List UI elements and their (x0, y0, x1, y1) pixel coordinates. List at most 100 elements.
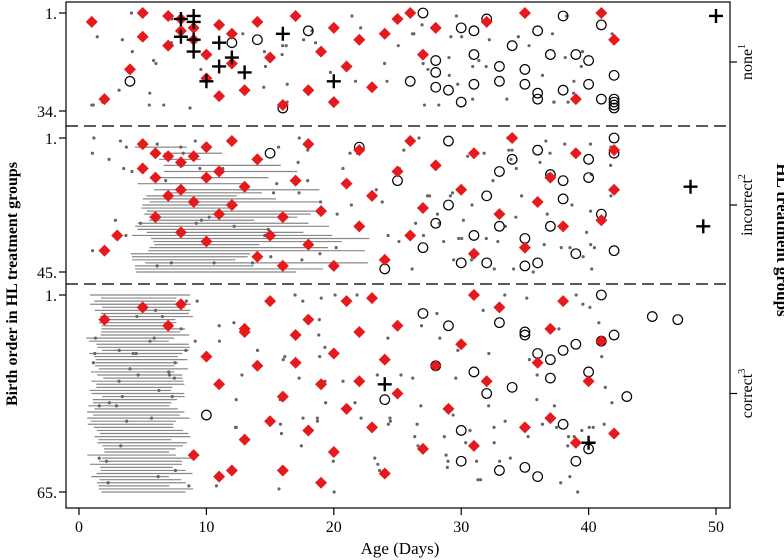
observation-dot (297, 376, 301, 380)
diamond-point (302, 313, 315, 326)
diamond-point (149, 171, 162, 184)
diamond-point (213, 378, 226, 391)
observation-dot (136, 373, 140, 377)
observation-dot (331, 459, 335, 463)
circle-point (494, 220, 505, 232)
dividers-layer (66, 125, 730, 285)
diamond-point (327, 347, 340, 360)
diamond-point (544, 171, 557, 184)
diamond-point (289, 329, 302, 342)
observation-dot (173, 361, 177, 365)
observation-dot (548, 151, 552, 155)
observation-dot (514, 215, 518, 219)
observation-dot (317, 318, 321, 322)
diamond-point (251, 15, 264, 28)
observation-dot (120, 394, 124, 399)
circle-point (506, 40, 518, 52)
circle-point (557, 193, 569, 205)
diamond-point (174, 156, 187, 169)
observation-dot (461, 218, 465, 222)
x-tick-label: 0 (75, 519, 83, 536)
observation-dot (610, 32, 614, 36)
circle-point (672, 314, 684, 326)
observation-dot (470, 203, 474, 207)
diamond-point (569, 147, 582, 160)
observation-dot (610, 401, 614, 405)
observation-dot (148, 339, 152, 343)
diamond-point (391, 12, 404, 25)
diamond-point (289, 356, 302, 369)
group-label-none: none1 (737, 44, 756, 80)
observation-dot (262, 85, 266, 89)
observation-dot (498, 459, 502, 463)
diamond-point (225, 27, 238, 40)
observation-dot (199, 218, 204, 222)
observation-dot (281, 358, 285, 362)
observation-dot (130, 169, 134, 174)
diamond-point (187, 449, 200, 462)
circle-point (532, 471, 544, 483)
observation-dot (466, 154, 470, 158)
observation-dot (471, 97, 475, 101)
observation-dot (359, 26, 363, 30)
observation-dot (540, 73, 545, 77)
diamond-point (213, 208, 226, 221)
observation-dot (341, 379, 345, 383)
observation-dot (603, 385, 607, 389)
x-axis-label: Age (Days) (361, 539, 440, 558)
observation-dot (195, 299, 199, 303)
circle-point (557, 175, 569, 187)
observation-dot (559, 246, 563, 250)
observation-dot (240, 373, 244, 377)
diamond-point (136, 301, 149, 314)
observation-dot (454, 376, 458, 380)
diamond-point (366, 421, 379, 434)
diamond-point (569, 93, 582, 106)
observation-dot (323, 345, 327, 349)
observation-dot (281, 44, 285, 48)
observation-dot (581, 302, 585, 306)
observation-dot (333, 293, 337, 297)
diamond-point (111, 229, 124, 242)
diamond-point (200, 350, 213, 363)
observation-dot (97, 456, 101, 460)
diamond-point (544, 322, 557, 335)
observation-dot (97, 404, 101, 408)
diamond-point (378, 353, 391, 366)
diamond-point (200, 235, 213, 248)
observation-dot (386, 233, 390, 238)
observation-dot (435, 311, 439, 316)
diamond-point (225, 464, 238, 477)
circle-point (468, 49, 480, 60)
observation-dot (153, 308, 158, 312)
observation-dot (117, 379, 121, 383)
observation-dot (580, 428, 584, 433)
plus-point (237, 65, 252, 80)
diamond-point (378, 27, 391, 40)
circle-point (455, 425, 467, 436)
diamond-point (557, 220, 570, 233)
observation-dot (396, 44, 400, 48)
observation-dot (376, 462, 380, 466)
circle-point (608, 93, 620, 105)
observation-dot (318, 354, 322, 359)
observation-dot (157, 388, 161, 393)
x-tick-label: 20 (326, 519, 342, 536)
dots-layer (90, 11, 614, 494)
observation-dot (278, 422, 283, 426)
observation-dot (302, 38, 306, 42)
diamond-point (98, 244, 111, 257)
diamond-point (531, 195, 544, 208)
observation-dot (527, 44, 531, 48)
observation-dot (117, 348, 121, 353)
diamond-point (315, 476, 328, 489)
observation-dot (469, 258, 474, 262)
observation-dot (113, 218, 118, 222)
y-tick-label: 1. (45, 6, 57, 23)
observation-dot (451, 413, 455, 417)
observation-dot (552, 100, 556, 104)
circle-point (251, 34, 263, 46)
circle-point (430, 217, 442, 229)
observation-dot (279, 431, 284, 436)
observation-dot (566, 444, 570, 448)
